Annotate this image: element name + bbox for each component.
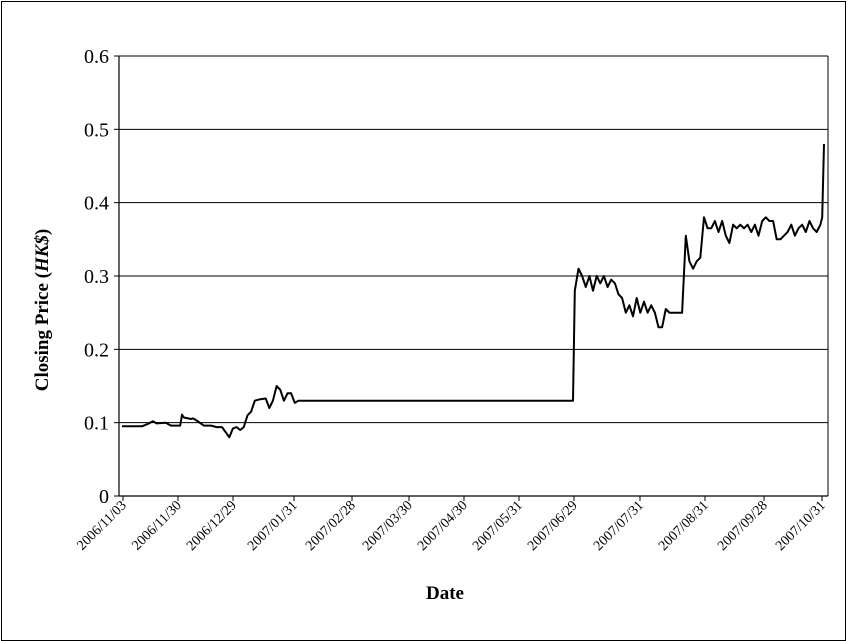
y-axis-title-prefix: Closing Price ( <box>32 272 53 391</box>
chart-svg: 0 0.1 0.2 0.3 0.4 0.5 0.6 2006/11/03 2006/11/30… <box>32 46 829 604</box>
x-tick-label: 2007/07/31 <box>591 498 647 554</box>
y-tick-label: 0.2 <box>84 339 109 361</box>
x-tick-label: 2007/10/31 <box>773 498 829 554</box>
x-tick-label: 2007/05/31 <box>470 498 526 554</box>
x-tick-label: 2006/11/30 <box>129 498 184 553</box>
series-layer <box>122 143 825 439</box>
y-tick-label: 0.3 <box>84 266 109 288</box>
x-tick-label: 2006/12/29 <box>184 498 240 554</box>
x-tick-label: 2007/03/30 <box>360 498 416 554</box>
y-tick-label: 0.4 <box>84 193 109 215</box>
x-tick-labels: 2006/11/03 2006/11/30 2006/12/29 2007/01/31… <box>74 496 829 554</box>
gridlines <box>119 55 829 496</box>
y-tick-label: 0.1 <box>84 413 109 435</box>
x-tick-label: 2007/04/30 <box>415 498 471 554</box>
y-axis-title-suffix: ) <box>32 229 53 235</box>
y-tick-label: 0.5 <box>84 119 109 141</box>
x-tick-label: 2007/08/31 <box>656 498 712 554</box>
x-axis-title: Date <box>426 583 464 604</box>
x-tick-label: 2007/02/28 <box>303 498 359 554</box>
y-tick-label: 0 <box>99 486 109 508</box>
x-tick-label: 2007/01/31 <box>245 498 301 554</box>
y-axis-title-unit: HK$ <box>32 235 53 273</box>
x-tick-label: 2007/09/28 <box>715 498 771 554</box>
series-line-closing-price <box>122 143 825 439</box>
y-tick-labels: 0 0.1 0.2 0.3 0.4 0.5 0.6 <box>84 46 119 508</box>
y-tick-label: 0.6 <box>84 46 109 68</box>
x-tick-label: 2007/06/29 <box>525 498 581 554</box>
y-axis-title: Closing Price (HK$) <box>32 229 53 392</box>
